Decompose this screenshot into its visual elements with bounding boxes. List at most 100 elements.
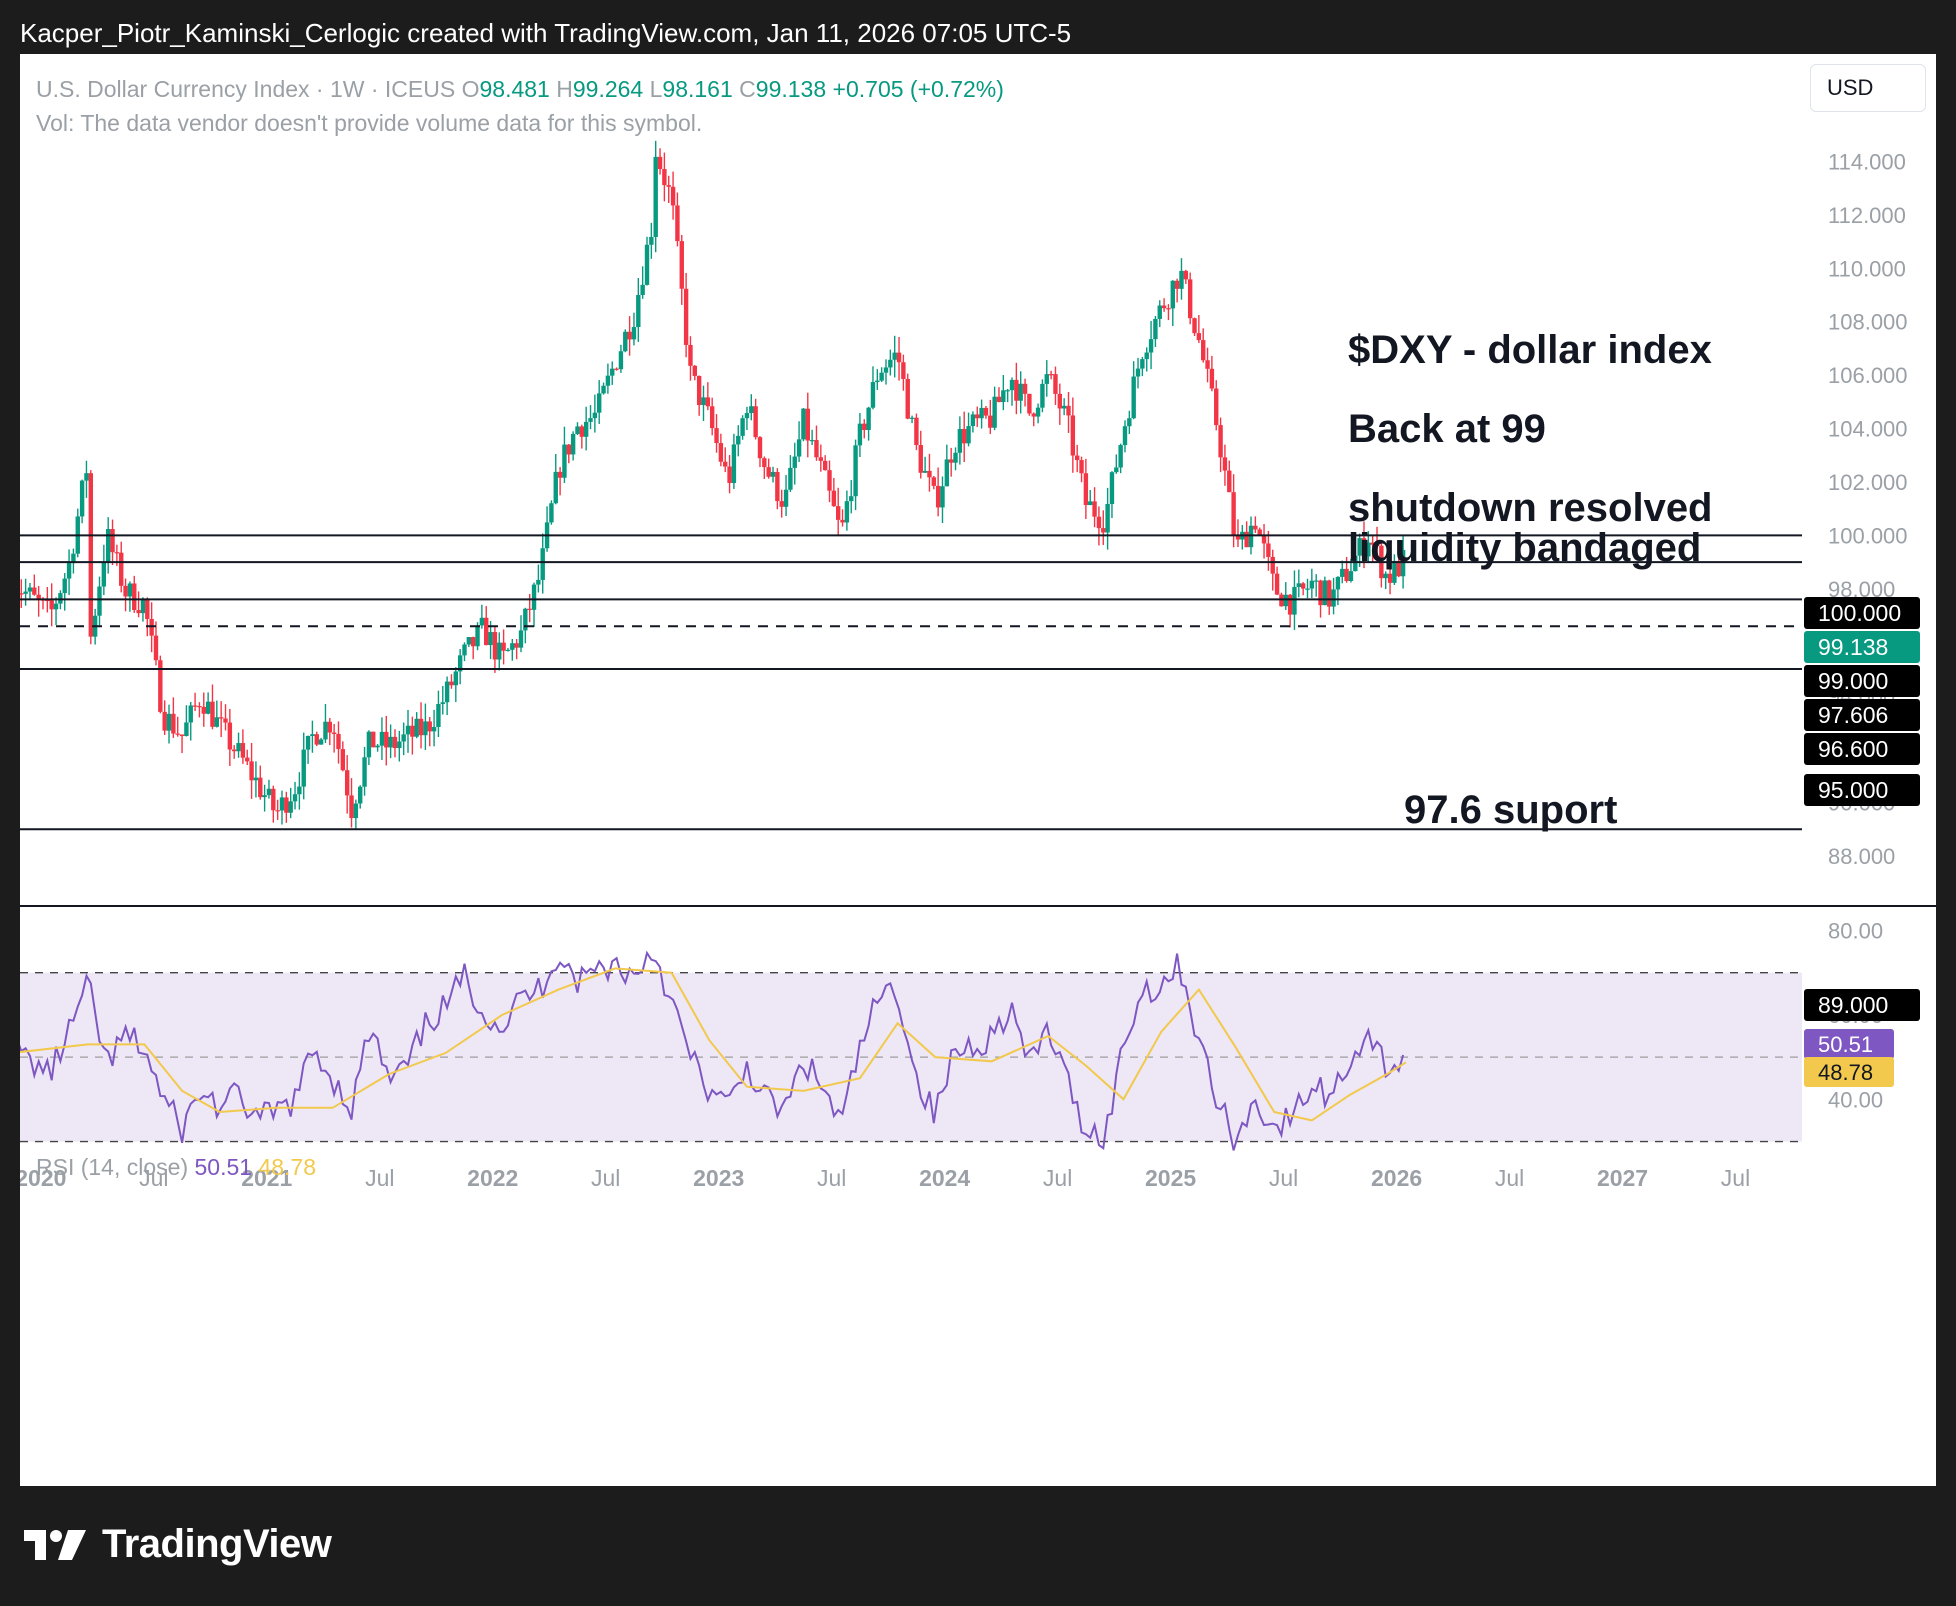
candle-body xyxy=(71,553,76,564)
candle-body xyxy=(901,362,906,379)
candle-body xyxy=(1231,492,1236,535)
candle-body xyxy=(688,344,693,366)
candle-body xyxy=(349,795,354,819)
candle-body xyxy=(853,445,858,497)
candle-body xyxy=(1088,501,1093,506)
candle-body xyxy=(153,635,159,661)
open-label: O xyxy=(461,76,480,102)
candle-body xyxy=(1057,393,1063,409)
price-axis-tick: 100.000 xyxy=(1828,523,1908,548)
tradingview-logo[interactable]: TradingView xyxy=(24,1522,332,1567)
candle-body xyxy=(805,408,810,441)
candle-body xyxy=(127,583,133,597)
candle-body xyxy=(1018,383,1023,401)
candle-body xyxy=(1340,568,1345,577)
candle-body xyxy=(379,731,385,746)
rsi-ma-value: 48.78 xyxy=(258,1154,317,1180)
candle-body xyxy=(957,429,963,453)
candle-body xyxy=(749,406,754,414)
candle-body xyxy=(136,610,141,614)
candle-body xyxy=(88,473,94,637)
candle-body xyxy=(1183,270,1189,280)
candle-body xyxy=(709,406,715,429)
time-axis-tick: Jul xyxy=(1495,1165,1524,1191)
candle-body xyxy=(757,437,763,459)
level-badge xyxy=(1804,597,1920,629)
candle-body xyxy=(662,169,667,186)
time-axis-tick: Jul xyxy=(1043,1165,1072,1191)
candle-body xyxy=(944,459,950,487)
currency-button[interactable]: USD xyxy=(1810,64,1926,112)
candle-body xyxy=(101,561,107,587)
candle-body xyxy=(918,445,923,473)
candle-body xyxy=(166,713,172,731)
annotation-line3b[interactable]: liquidity bandaged xyxy=(1348,526,1702,570)
candle-body xyxy=(158,660,163,712)
candle-body xyxy=(114,552,120,554)
candle-body xyxy=(262,795,267,798)
candle-body xyxy=(827,470,832,491)
candle-body xyxy=(822,460,828,471)
candle-body xyxy=(1335,576,1341,590)
candle-body xyxy=(875,380,880,383)
level-badge-label: 99.000 xyxy=(1818,668,1888,694)
candle-body xyxy=(670,186,676,206)
candle-body xyxy=(649,236,654,245)
candle-body xyxy=(119,552,124,586)
candle-body xyxy=(992,396,997,428)
candle-body xyxy=(175,733,180,735)
candle-body xyxy=(1218,425,1223,458)
price-axis-tick: 104.000 xyxy=(1828,417,1908,442)
annotation-support[interactable]: 97.6 suport xyxy=(1404,788,1618,832)
low-value: 98.161 xyxy=(662,76,733,102)
candle-body xyxy=(1205,360,1210,369)
annotation-line2[interactable]: Back at 99 xyxy=(1348,407,1546,451)
last-price-badge xyxy=(1804,631,1920,663)
candle-body xyxy=(401,734,406,742)
candle-body xyxy=(566,444,571,455)
candle-body xyxy=(679,241,684,289)
candle-body xyxy=(588,418,593,422)
level-badge xyxy=(1804,665,1920,697)
candle-body xyxy=(1187,279,1193,319)
candle-body xyxy=(844,501,850,523)
candle-body xyxy=(962,429,967,444)
candle-body xyxy=(653,156,658,237)
candle-body xyxy=(375,745,380,748)
symbol-legend[interactable]: U.S. Dollar Currency Index · 1W · ICEUS … xyxy=(36,76,1004,103)
rsi-axis-tick: 80.00 xyxy=(1828,918,1883,943)
candle-body xyxy=(1027,393,1032,414)
symbol-name[interactable]: U.S. Dollar Currency Index · 1W · ICEUS xyxy=(36,76,456,102)
candle-body xyxy=(427,721,432,732)
candle-body xyxy=(457,655,463,672)
price-axis-tick: 110.000 xyxy=(1828,256,1906,281)
candle-body xyxy=(1244,531,1249,548)
candle-body xyxy=(423,721,428,736)
candle-body xyxy=(592,412,598,419)
rsi-legend[interactable]: RSI (14, close) 50.51 48.78 xyxy=(36,1154,316,1181)
candle-body xyxy=(20,593,24,595)
annotation-title[interactable]: $DXY - dollar index xyxy=(1348,328,1712,372)
candle-body xyxy=(1305,588,1310,590)
candle-body xyxy=(484,617,489,646)
candle-body xyxy=(1201,340,1206,361)
candle-body xyxy=(766,467,771,477)
annotation-line3a[interactable]: shutdown resolved xyxy=(1348,486,1713,530)
candle-body xyxy=(975,414,980,419)
candle-body xyxy=(779,501,784,507)
price-axis-tick: 88.000 xyxy=(1828,844,1895,869)
candle-body xyxy=(909,417,915,419)
candle-body xyxy=(1266,543,1271,557)
candle-body xyxy=(683,288,689,345)
candle-body xyxy=(231,749,237,752)
candle-body xyxy=(1396,560,1401,577)
candle-body xyxy=(1066,405,1071,416)
rsi-value-badge-label: 50.51 xyxy=(1818,1032,1873,1057)
candle-body xyxy=(179,734,185,737)
candle-body xyxy=(49,600,54,610)
candle-body xyxy=(1005,390,1010,392)
rsi-line xyxy=(20,950,1405,1151)
candle-body xyxy=(1296,583,1302,587)
level-badge xyxy=(1804,989,1920,1021)
